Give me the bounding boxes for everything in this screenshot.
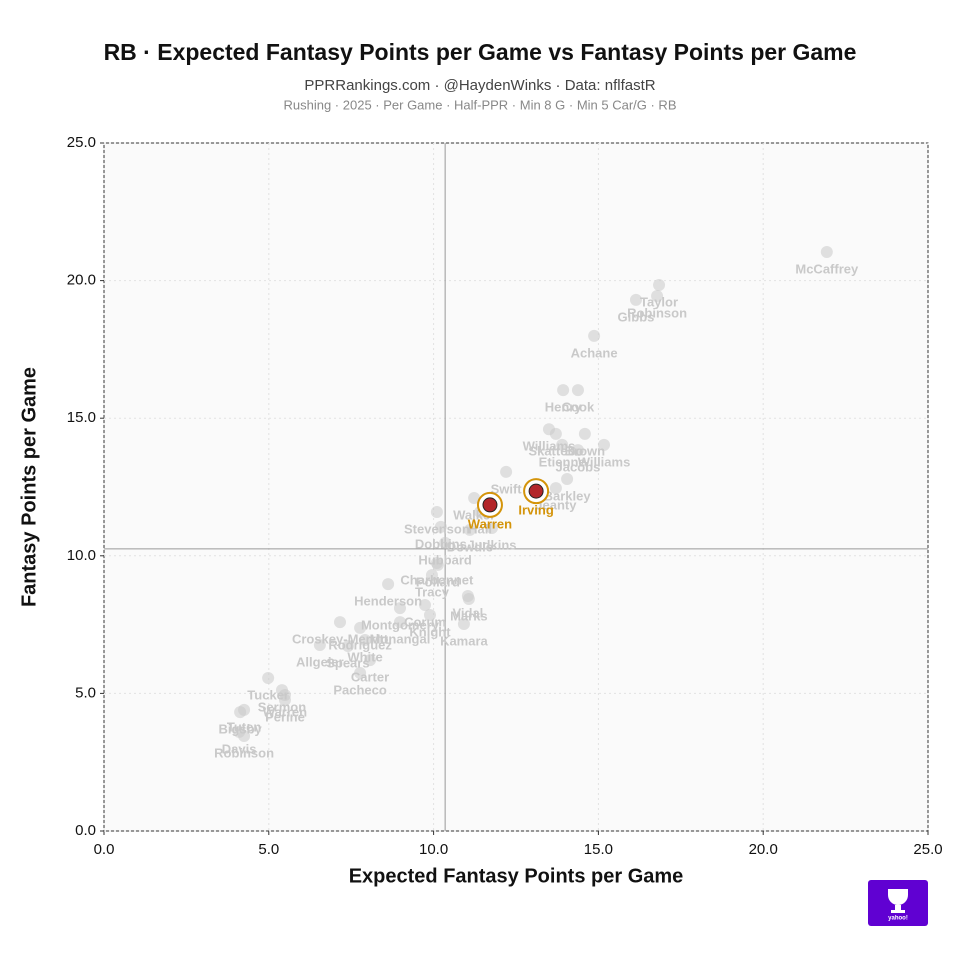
point [468, 492, 481, 505]
point-label: Achane [571, 345, 618, 360]
point [571, 444, 584, 457]
point [354, 621, 367, 634]
point-label: Jacobs [556, 460, 601, 475]
point [262, 671, 275, 684]
point [578, 427, 591, 440]
point-label: Sermon [258, 700, 306, 715]
point [419, 599, 432, 612]
point-label: Robinson [627, 305, 687, 320]
point [430, 506, 443, 519]
point [561, 473, 574, 486]
point-label: Tracy [415, 585, 450, 600]
point-label: Etienne [539, 454, 586, 469]
point-label: Warren [263, 704, 307, 719]
point [234, 706, 247, 719]
point-label: Spears [326, 656, 369, 671]
x-tick-label: 20.0 [749, 841, 778, 858]
point-label: Kamara [440, 633, 488, 648]
point [393, 616, 406, 629]
point [425, 569, 438, 582]
point-label: McCaffrey [795, 261, 859, 276]
point-label: Taylor [640, 294, 678, 309]
point [549, 482, 562, 495]
point-label: Allgeier [296, 654, 344, 669]
point-label: Corum [404, 614, 446, 629]
logo-text: yahoo! [888, 916, 908, 922]
y-tick-label: 25.0 [67, 134, 96, 151]
point-label: Henderson [354, 594, 422, 609]
point-label: Pacheco [333, 682, 387, 697]
logo-icon [888, 889, 908, 913]
point [382, 578, 395, 591]
point-label: Perine [265, 709, 305, 724]
point [588, 329, 601, 342]
x-tick-label: 0.0 [94, 841, 115, 858]
point-label: Knight [409, 624, 451, 639]
chart-note: Rushing · 2025 · Per Game · Half-PPR · M… [284, 97, 677, 112]
point-label: Monangai [370, 632, 431, 647]
point [653, 279, 666, 292]
point-label: Jeanty [535, 498, 577, 513]
point [363, 654, 376, 667]
point [528, 483, 544, 499]
point [439, 536, 452, 549]
y-axis-label: Fantasy Points per Game [18, 367, 40, 607]
point [485, 522, 498, 535]
point [354, 667, 367, 680]
y-tick-label: 15.0 [67, 409, 96, 426]
point [457, 618, 470, 631]
point-label: Skattebo [528, 443, 583, 458]
y-tick-label: 10.0 [67, 547, 96, 564]
y-tick-label: 5.0 [75, 684, 96, 701]
chart-subtitle: PPRRankings.com · @HaydenWinks · Data: n… [304, 77, 655, 94]
point-label: Charbonnet [400, 572, 474, 587]
point [651, 290, 664, 303]
point [463, 523, 476, 536]
point-label: Warren [468, 516, 512, 531]
x-axis-label: Expected Fantasy Points per Game [349, 865, 684, 887]
point [393, 602, 406, 615]
point [278, 694, 291, 707]
point [482, 497, 498, 513]
point-label: Marks [450, 608, 488, 623]
point-label: Dowdle [447, 539, 493, 554]
point [313, 638, 326, 651]
y-tick-label: 0.0 [75, 822, 96, 839]
point [556, 438, 569, 451]
x-tick-label: 25.0 [913, 841, 942, 858]
point-label: Robinson [214, 745, 274, 760]
y-tick-label: 20.0 [67, 272, 96, 289]
x-tick-label: 15.0 [584, 841, 613, 858]
point [434, 520, 447, 533]
point [431, 558, 444, 571]
point [549, 427, 562, 440]
x-tick-label: 10.0 [419, 841, 448, 858]
chart-title: RB · Expected Fantasy Points per Game vs… [104, 39, 857, 65]
point-label: Irving [518, 503, 553, 518]
point-label: Swift [491, 481, 523, 496]
point [629, 293, 642, 306]
point [333, 616, 346, 629]
point [341, 640, 354, 653]
point [423, 608, 436, 621]
point [598, 438, 611, 451]
point-label: Williams [578, 454, 631, 469]
point-label: Henry [545, 400, 583, 415]
point [820, 245, 833, 258]
point [557, 384, 570, 397]
x-tick-label: 5.0 [258, 841, 279, 858]
point [500, 465, 513, 478]
point-label: Davis [222, 741, 257, 756]
point-label: Vidal [452, 605, 483, 620]
point [359, 634, 372, 647]
point-label: Cook [562, 400, 595, 415]
point [238, 730, 251, 743]
point [571, 384, 584, 397]
point-label: Judkins [467, 537, 516, 552]
point-label: Hubbard [418, 552, 472, 567]
point [462, 593, 475, 606]
point-label: Gibbs [618, 309, 655, 324]
